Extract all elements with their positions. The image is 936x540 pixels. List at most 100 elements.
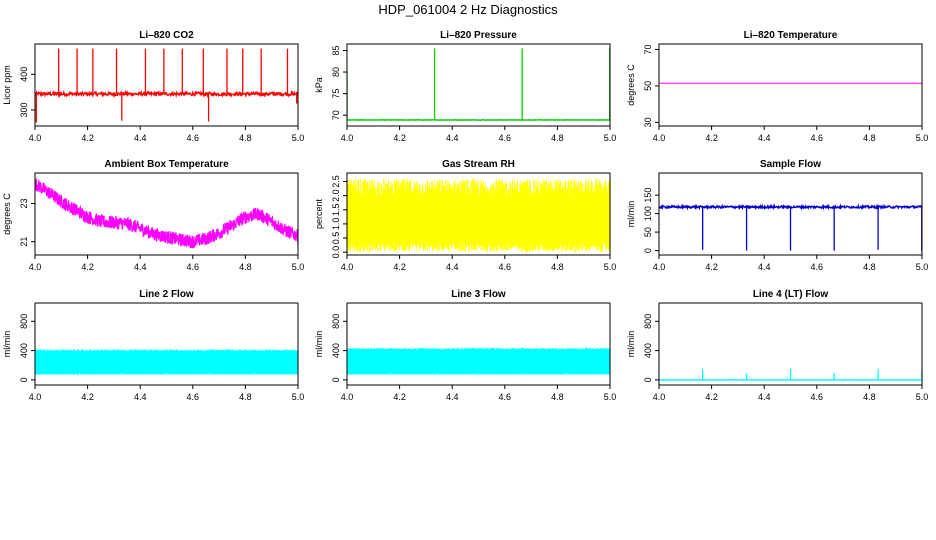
plot-frame bbox=[658, 43, 923, 127]
y-tick-label: 100 bbox=[643, 206, 653, 221]
y-tick-label: 800 bbox=[643, 314, 653, 329]
y-tick-label: 80 bbox=[331, 67, 341, 77]
panel-title: Li–820 CO2 bbox=[139, 30, 194, 41]
x-tick-label: 4.6 bbox=[187, 133, 200, 143]
y-tick-label: 70 bbox=[331, 110, 341, 120]
plot-area bbox=[35, 349, 298, 377]
panel-title: Li–820 Pressure bbox=[440, 30, 517, 41]
x-tick-label: 4.4 bbox=[758, 392, 771, 402]
y-tick-label: 0.5 bbox=[331, 232, 341, 245]
x-tick-label: 4.0 bbox=[29, 392, 42, 402]
plot-frame bbox=[658, 302, 923, 386]
y-tick-label: 21 bbox=[19, 237, 29, 247]
panel-sample_flow: Sample Flow ml/min 4.0 4.2 4.4 4.6 4.8 5.0 0 50 10… bbox=[626, 159, 928, 272]
plot-area bbox=[347, 178, 610, 253]
x-tick-label: 4.8 bbox=[551, 133, 564, 143]
panel-line3: Line 3 Flow ml/min 4.0 4.2 4.4 4.6 4.8 5.0 0 400 8… bbox=[314, 289, 616, 402]
y-axis-label: ml/min bbox=[314, 331, 324, 358]
y-tick-label: 0 bbox=[19, 377, 29, 382]
x-tick-label: 4.8 bbox=[863, 262, 876, 272]
y-tick-label: 800 bbox=[19, 314, 29, 329]
plot-area bbox=[347, 347, 610, 377]
series-line bbox=[347, 347, 610, 377]
x-tick-label: 4.6 bbox=[499, 262, 512, 272]
y-tick-label: 50 bbox=[643, 81, 653, 91]
panel-line2: Line 2 Flow ml/min 4.0 4.2 4.4 4.6 4.8 5.0 0 400 8… bbox=[2, 289, 304, 402]
panel-rh: Gas Stream RH percent 4.0 4.2 4.4 4.6 4.8 5.0 0.… bbox=[314, 159, 616, 272]
panel-title: Line 3 Flow bbox=[451, 289, 506, 300]
x-tick-label: 5.0 bbox=[604, 133, 617, 143]
x-tick-label: 4.2 bbox=[393, 133, 406, 143]
x-tick-label: 5.0 bbox=[604, 392, 617, 402]
plot-area bbox=[35, 48, 298, 123]
x-tick-label: 5.0 bbox=[292, 262, 305, 272]
y-tick-label: 2.0 bbox=[331, 189, 341, 202]
x-tick-label: 4.4 bbox=[134, 262, 147, 272]
y-tick-label: 70 bbox=[643, 44, 653, 54]
plot-frame bbox=[34, 302, 299, 386]
x-tick-label: 4.6 bbox=[187, 262, 200, 272]
x-tick-label: 4.8 bbox=[863, 392, 876, 402]
x-tick-label: 4.0 bbox=[29, 262, 42, 272]
y-tick-label: 400 bbox=[19, 343, 29, 358]
x-tick-label: 4.0 bbox=[341, 392, 354, 402]
x-tick-label: 4.4 bbox=[758, 262, 771, 272]
plot-area bbox=[347, 48, 610, 122]
x-tick-label: 4.0 bbox=[653, 133, 666, 143]
x-tick-label: 4.2 bbox=[393, 392, 406, 402]
x-tick-label: 4.6 bbox=[811, 392, 824, 402]
panel-title: Sample Flow bbox=[760, 159, 821, 170]
y-axis-label: degrees C bbox=[626, 64, 636, 106]
x-tick-label: 4.6 bbox=[499, 392, 512, 402]
panel-title: Line 2 Flow bbox=[139, 289, 194, 300]
plot-frame bbox=[346, 43, 611, 127]
x-tick-label: 4.6 bbox=[499, 133, 512, 143]
y-tick-label: 150 bbox=[643, 188, 653, 203]
series-line bbox=[35, 89, 298, 99]
x-tick-label: 4.0 bbox=[341, 133, 354, 143]
x-tick-label: 4.2 bbox=[81, 133, 94, 143]
x-tick-label: 4.2 bbox=[705, 133, 718, 143]
plot-frame bbox=[346, 302, 611, 386]
y-axis-label: percent bbox=[314, 198, 324, 229]
series-line bbox=[35, 178, 298, 249]
x-tick-label: 4.6 bbox=[811, 262, 824, 272]
x-tick-label: 4.4 bbox=[134, 392, 147, 402]
y-axis-label: kPa bbox=[314, 77, 324, 93]
x-tick-label: 5.0 bbox=[604, 262, 617, 272]
plot-area bbox=[659, 368, 922, 381]
panel-line4: Line 4 (LT) Flow ml/min 4.0 4.2 4.4 4.6 4.8 5.0… bbox=[626, 289, 928, 402]
panel-title: Line 4 (LT) Flow bbox=[753, 289, 829, 300]
panel-title: Gas Stream RH bbox=[442, 159, 515, 170]
plot-frame bbox=[34, 43, 299, 127]
y-tick-label: 30 bbox=[643, 117, 653, 127]
x-tick-label: 4.6 bbox=[187, 392, 200, 402]
y-axis-label: degrees C bbox=[2, 193, 12, 235]
panel-ambient: Ambient Box Temperature degrees C 4.0 4.2 4.… bbox=[2, 159, 304, 272]
x-tick-label: 4.4 bbox=[134, 133, 147, 143]
y-axis-label: ml/min bbox=[626, 331, 636, 358]
y-tick-label: 75 bbox=[331, 89, 341, 99]
y-axis-label: ml/min bbox=[626, 201, 636, 228]
x-tick-label: 4.2 bbox=[393, 262, 406, 272]
panel-title: Li–820 Temperature bbox=[744, 30, 838, 41]
x-tick-label: 4.0 bbox=[341, 262, 354, 272]
y-axis-label: ml/min bbox=[2, 331, 12, 358]
x-tick-label: 5.0 bbox=[916, 133, 929, 143]
y-tick-label: 0 bbox=[331, 377, 341, 382]
x-tick-label: 5.0 bbox=[916, 392, 929, 402]
y-tick-label: 400 bbox=[331, 343, 341, 358]
x-tick-label: 4.8 bbox=[239, 392, 252, 402]
panel-title: Ambient Box Temperature bbox=[104, 159, 229, 170]
y-tick-label: 2.5 bbox=[331, 175, 341, 188]
x-tick-label: 4.2 bbox=[81, 392, 94, 402]
y-tick-label: 300 bbox=[19, 102, 29, 117]
y-tick-label: 1.5 bbox=[331, 204, 341, 217]
x-tick-label: 5.0 bbox=[292, 392, 305, 402]
y-tick-label: 0 bbox=[643, 248, 653, 253]
x-tick-label: 4.0 bbox=[653, 262, 666, 272]
x-tick-label: 4.4 bbox=[446, 262, 459, 272]
y-tick-label: 50 bbox=[643, 227, 653, 237]
